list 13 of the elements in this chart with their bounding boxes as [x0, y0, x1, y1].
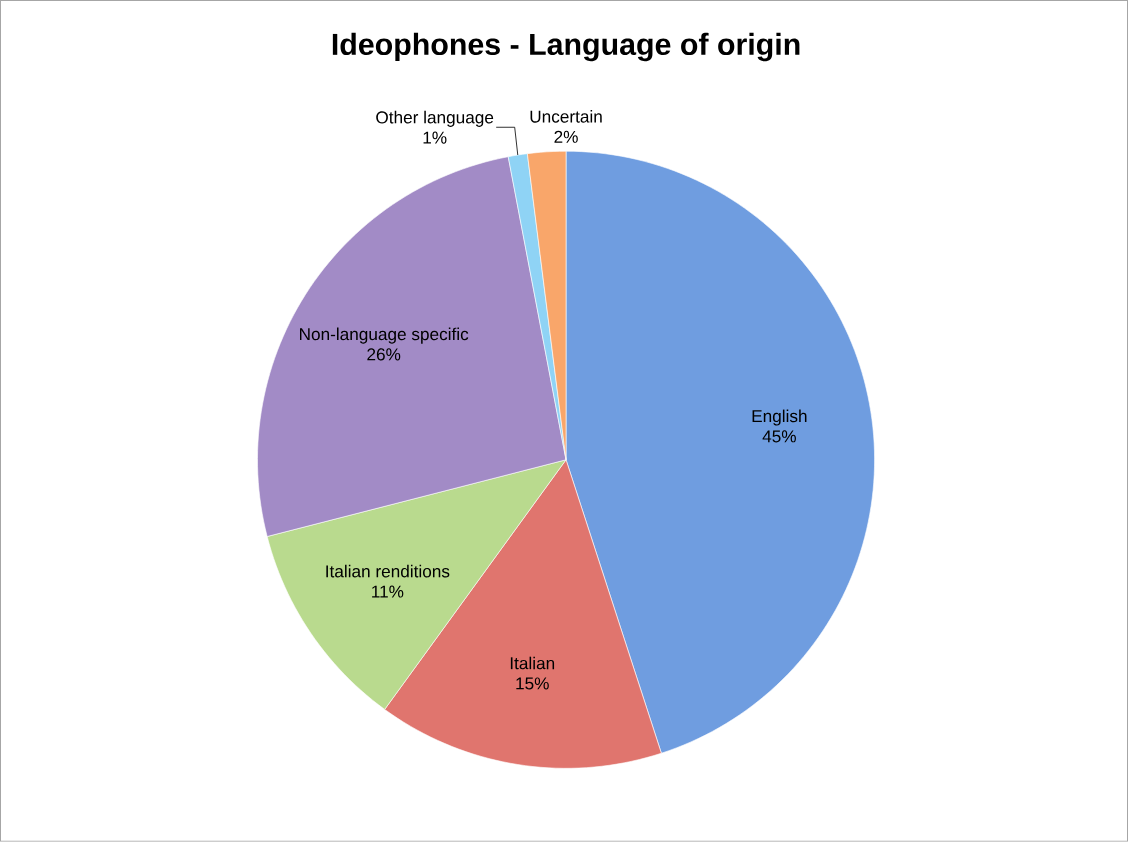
data-label: 45% [762, 430, 796, 443]
slice-label: English [752, 409, 807, 426]
data-label: 11% [372, 585, 404, 598]
slice-label: Uncertain [530, 110, 602, 123]
data-label: 26% [367, 348, 401, 361]
slice-label: Italian [510, 656, 555, 670]
data-label: 15% [516, 677, 549, 690]
slice-label: Other language [376, 111, 494, 128]
data-label: 1% [423, 131, 447, 144]
chart-title: Ideophones - Language of origin [332, 32, 800, 62]
slice-label: Italian renditions [326, 564, 450, 578]
slice-label: Non-language specific [300, 327, 469, 344]
data-label: 2% [554, 130, 578, 143]
